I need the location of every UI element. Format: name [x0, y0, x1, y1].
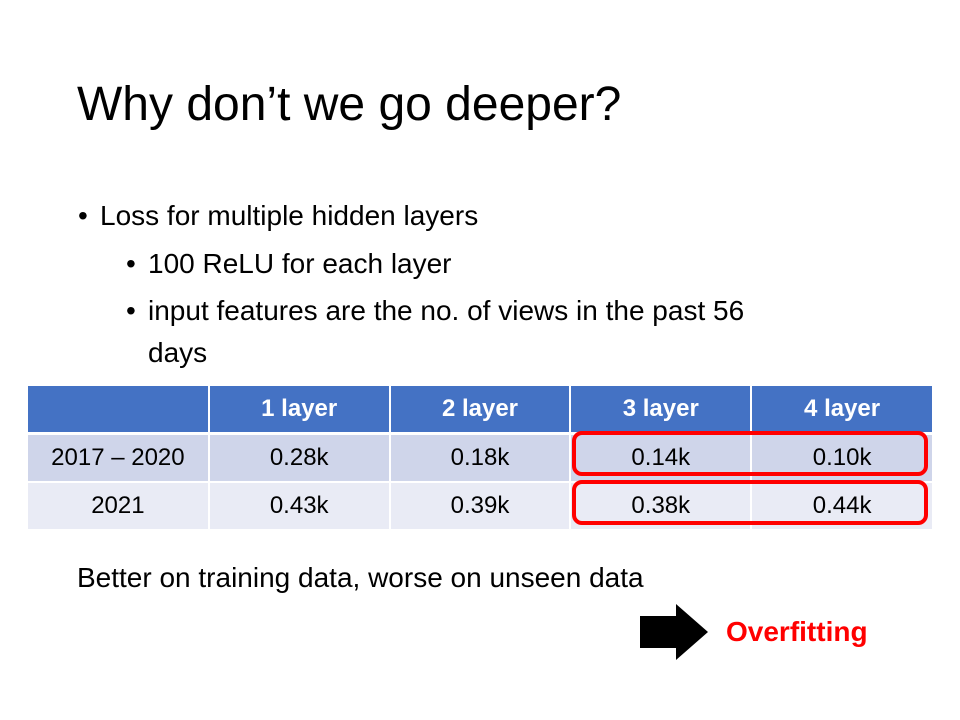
right-arrow-icon — [640, 604, 708, 660]
loss-table: 1 layer 2 layer 3 layer 4 layer 2017 – 2… — [28, 386, 932, 529]
sub-bullet-features: • input features are the no. of views in… — [126, 290, 745, 374]
bullet-text-line-1: input features are the no. of views in t… — [148, 295, 745, 326]
table-cell: 0.28k — [208, 433, 391, 483]
bullet-text-line-2: days — [148, 337, 208, 368]
highlight-box-row-1 — [572, 431, 928, 476]
table-cell: 0.39k — [389, 482, 572, 529]
summary-text: Better on training data, worse on unseen… — [77, 562, 644, 593]
table-cell: 0.38k — [570, 482, 753, 529]
bullet-dot: • — [78, 200, 88, 231]
header-cell-3-layer: 3 layer — [570, 386, 753, 435]
header-cell-empty — [28, 386, 210, 435]
table-cell: 0.43k — [208, 482, 391, 529]
highlight-box-row-2 — [572, 480, 928, 525]
header-cell-1-layer: 1 layer — [208, 386, 391, 435]
bullet-text: 100 ReLU for each layer — [148, 248, 452, 279]
bullet-dot: • — [126, 248, 136, 279]
header-cell-2-layer: 2 layer — [389, 386, 572, 435]
slide-title: Why don’t we go deeper? — [77, 78, 622, 131]
table-row: 2021 0.43k 0.39k 0.38k 0.44k — [28, 482, 932, 529]
row-label: 2017 – 2020 — [28, 433, 210, 483]
bullet-dot: • — [126, 295, 136, 326]
bullet-text: Loss for multiple hidden layers — [100, 200, 479, 231]
sub-bullet-relu: • 100 ReLU for each layer — [126, 244, 452, 284]
table-header-row: 1 layer 2 layer 3 layer 4 layer — [28, 386, 932, 435]
row-label: 2021 — [28, 482, 210, 529]
header-cell-4-layer: 4 layer — [751, 386, 932, 435]
table-cell: 0.18k — [389, 433, 572, 483]
overfitting-label: Overfitting — [726, 616, 868, 647]
bullet-loss: • Loss for multiple hidden layers — [78, 196, 479, 236]
